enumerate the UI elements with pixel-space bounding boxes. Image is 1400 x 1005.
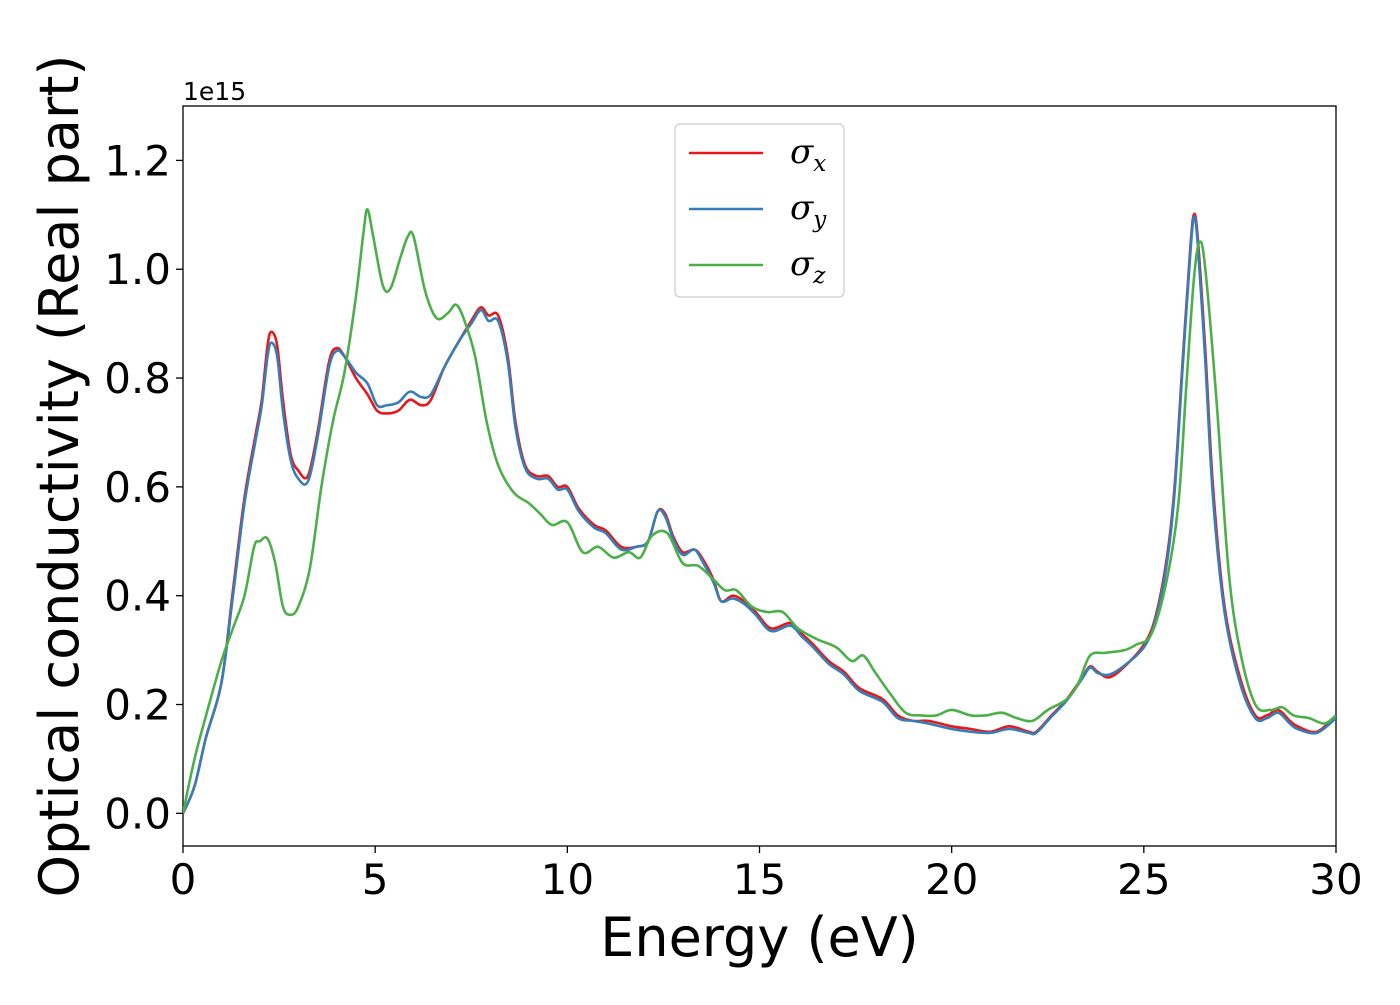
series-layer	[183, 208, 1336, 814]
y-axis-label: Optical conductivity (Real part)	[28, 55, 91, 898]
x-axis-label: Energy (eV)	[600, 906, 919, 969]
y-tick-label: 0.6	[104, 463, 171, 512]
y-tick-label: 0.2	[104, 681, 171, 730]
y-axis: 0.0 0.2 0.4 0.6 0.8 1.0 1.2	[104, 136, 183, 838]
y-tick-label: 1.0	[104, 245, 171, 294]
x-tick-label: 30	[1309, 855, 1362, 904]
series-line-z	[183, 208, 1336, 814]
y-tick-label: 1.2	[104, 136, 171, 185]
x-tick-label: 5	[362, 855, 389, 904]
y-tick-label: 0.0	[104, 789, 171, 838]
x-tick-label: 0	[170, 855, 197, 904]
legend-label-y: σy	[790, 188, 827, 233]
y-tick-label: 0.8	[104, 354, 171, 403]
y-offset-label: 1e15	[183, 77, 246, 106]
legend-box	[674, 123, 845, 298]
y-tick-label: 0.4	[104, 572, 171, 621]
x-axis: 0 5 10 15 20 25 30	[170, 846, 1363, 904]
legend-label-x: σx	[790, 132, 826, 177]
series-line-y	[183, 215, 1336, 814]
x-tick-label: 25	[1117, 855, 1170, 904]
x-tick-label: 15	[733, 855, 786, 904]
x-tick-label: 20	[925, 855, 978, 904]
x-tick-label: 10	[541, 855, 594, 904]
